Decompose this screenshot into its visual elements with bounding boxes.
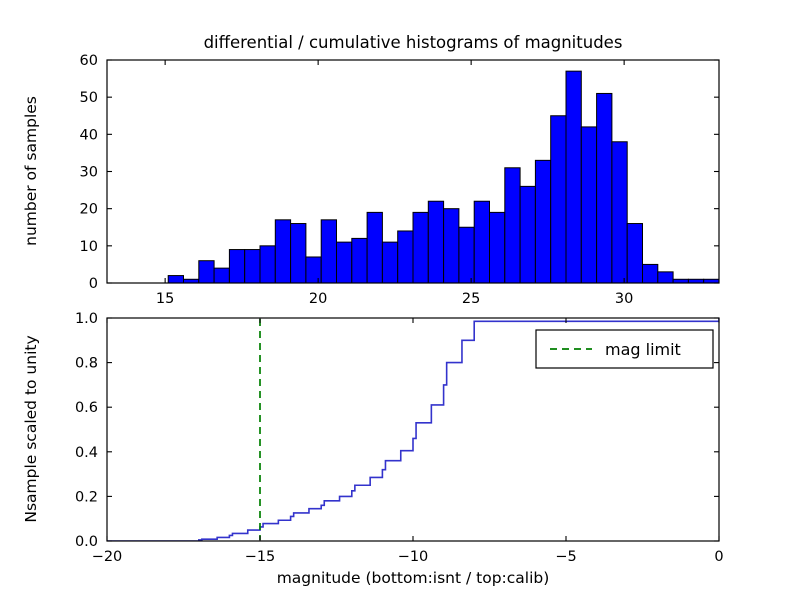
histogram-bar xyxy=(367,212,382,283)
x-tick-label: −5 xyxy=(555,549,576,565)
histogram-bar xyxy=(627,224,642,283)
y-tick-label: 0.2 xyxy=(75,489,98,505)
histogram-bar xyxy=(168,276,183,283)
histogram-bar xyxy=(505,168,520,283)
x-tick-label: 15 xyxy=(156,291,174,307)
histogram-bar xyxy=(566,71,581,283)
matplotlib-figure: differential / cumulative histograms of … xyxy=(0,0,800,600)
x-tick-label: 20 xyxy=(309,291,327,307)
histogram-bar xyxy=(245,250,260,283)
x-tick-label: −15 xyxy=(245,549,276,565)
figure-background xyxy=(0,0,800,600)
y-tick-label: 20 xyxy=(80,202,98,218)
y-tick-label: 0.0 xyxy=(75,534,98,550)
histogram-bar xyxy=(306,257,321,283)
histogram-bar xyxy=(352,238,367,283)
legend[interactable]: mag limit xyxy=(536,330,713,368)
chart-title: differential / cumulative histograms of … xyxy=(204,33,623,52)
bottom-x-axis-label: magnitude (bottom:isnt / top:calib) xyxy=(277,569,550,587)
y-tick-label: 40 xyxy=(80,127,98,143)
histogram-bar xyxy=(444,209,459,283)
histogram-bar xyxy=(214,268,229,283)
y-tick-label: 1.0 xyxy=(75,311,98,327)
top-y-axis-label: number of samples xyxy=(22,96,40,246)
histogram-bar xyxy=(382,242,397,283)
histogram-bar xyxy=(199,261,214,283)
x-tick-label: 25 xyxy=(462,291,480,307)
histogram-bar xyxy=(459,227,474,283)
y-tick-label: 60 xyxy=(80,53,98,69)
histogram-bar xyxy=(260,246,275,283)
y-tick-label: 0 xyxy=(89,276,98,292)
histogram-bar xyxy=(275,220,290,283)
histogram-bar xyxy=(597,93,612,283)
y-tick-label: 0.4 xyxy=(75,445,98,461)
histogram-bar xyxy=(337,242,352,283)
legend-label-mag-limit: mag limit xyxy=(605,340,681,359)
histogram-bar xyxy=(474,201,489,283)
histogram-bar xyxy=(581,127,596,283)
histogram-bar xyxy=(490,212,505,283)
x-tick-label: −20 xyxy=(92,549,123,565)
y-tick-label: 50 xyxy=(80,90,98,106)
histogram-bar xyxy=(643,264,658,283)
y-tick-label: 10 xyxy=(80,239,98,255)
y-tick-label: 0.8 xyxy=(75,356,98,372)
histogram-bar xyxy=(229,250,244,283)
histogram-bar xyxy=(321,220,336,283)
y-tick-label: 0.6 xyxy=(75,400,98,416)
x-tick-label: 30 xyxy=(615,291,633,307)
histogram-bar xyxy=(291,224,306,283)
histogram-bar xyxy=(658,272,673,283)
figure-canvas: differential / cumulative histograms of … xyxy=(0,0,800,600)
histogram-bar xyxy=(428,201,443,283)
bottom-y-axis-label: Nsample scaled to unity xyxy=(22,335,40,522)
histogram-bar xyxy=(551,116,566,283)
x-tick-label: 0 xyxy=(714,549,723,565)
histogram-bar xyxy=(535,160,550,283)
histogram-bar xyxy=(520,186,535,283)
histogram-bar xyxy=(413,212,428,283)
histogram-bar xyxy=(612,142,627,283)
histogram-bar xyxy=(398,231,413,283)
x-tick-label: −10 xyxy=(398,549,429,565)
y-tick-label: 30 xyxy=(80,165,98,181)
